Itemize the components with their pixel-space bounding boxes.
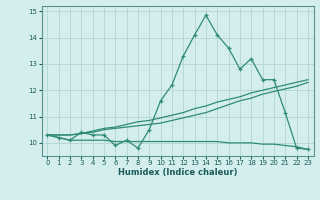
- X-axis label: Humidex (Indice chaleur): Humidex (Indice chaleur): [118, 168, 237, 177]
